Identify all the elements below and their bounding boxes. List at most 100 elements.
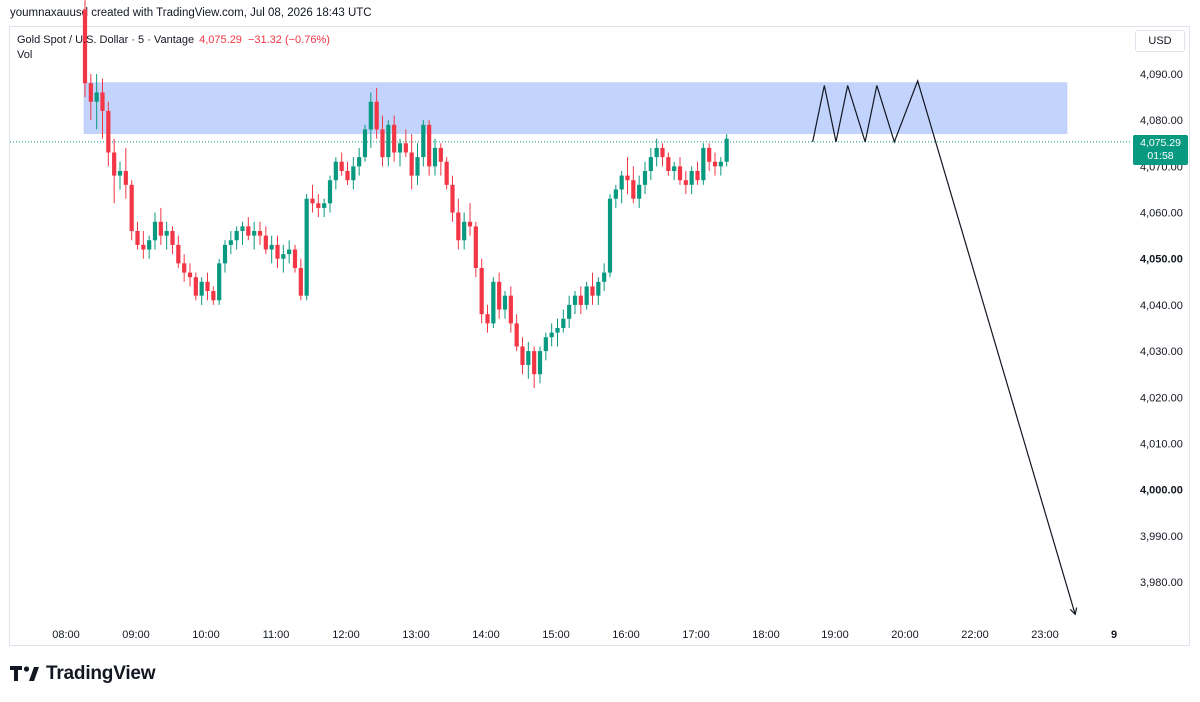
candle xyxy=(392,115,397,162)
candle-body xyxy=(176,244,181,264)
candle-body xyxy=(257,231,263,236)
candle xyxy=(158,207,163,245)
candle xyxy=(269,235,274,264)
candle-body xyxy=(304,198,309,296)
candle xyxy=(438,143,443,176)
candle-body xyxy=(339,161,344,171)
y-tick-label: 4,040.00 xyxy=(1140,300,1183,312)
x-tick-label: 08:00 xyxy=(52,629,80,641)
candle-body xyxy=(590,286,595,296)
candle-body xyxy=(217,263,222,301)
candle-body xyxy=(392,124,397,153)
candle xyxy=(549,323,554,347)
candle xyxy=(596,277,601,305)
candle xyxy=(625,157,630,195)
candle xyxy=(537,346,543,384)
candle-body xyxy=(112,152,117,176)
candle-body xyxy=(281,254,286,259)
candle xyxy=(654,138,659,167)
candle-body xyxy=(199,281,204,296)
candle-body xyxy=(555,328,560,333)
candle xyxy=(246,217,251,241)
x-tick-label: 18:00 xyxy=(752,629,780,641)
candle-body xyxy=(298,267,303,296)
candle xyxy=(164,221,169,250)
candle-body xyxy=(322,203,327,208)
candle xyxy=(497,272,502,319)
candle-body xyxy=(234,231,239,241)
x-tick-label: 13:00 xyxy=(402,629,430,641)
candle xyxy=(182,254,187,282)
candle-body xyxy=(292,249,298,268)
candle xyxy=(123,147,128,199)
candle-body xyxy=(537,351,543,375)
candle xyxy=(456,198,461,250)
candle xyxy=(147,235,152,259)
candle xyxy=(660,143,665,167)
candle-body xyxy=(205,281,210,292)
candle-body xyxy=(707,147,712,162)
resistance-zone xyxy=(83,82,1068,134)
candle-body xyxy=(269,244,274,250)
candle xyxy=(117,161,123,190)
candle xyxy=(362,124,368,162)
x-tick-label: 12:00 xyxy=(332,629,360,641)
candle-body xyxy=(182,263,187,273)
candle xyxy=(409,134,414,190)
candle-body xyxy=(164,231,169,236)
candle-body xyxy=(584,286,589,305)
drawing-layer xyxy=(812,79,1078,616)
candle-body xyxy=(170,231,175,245)
candle-body xyxy=(275,244,280,259)
candle xyxy=(485,304,490,333)
symbol-title[interactable]: Gold Spot / U.S. Dollar · 5 · Vantage xyxy=(17,34,195,46)
candle-body xyxy=(450,184,455,213)
candle-body xyxy=(147,240,152,250)
y-tick-label: 4,030.00 xyxy=(1140,346,1183,358)
candle-body xyxy=(724,138,729,162)
candle-body xyxy=(88,83,93,102)
candle-body xyxy=(666,157,671,171)
candle xyxy=(141,231,146,259)
candle-body xyxy=(567,304,572,319)
candle xyxy=(502,291,508,319)
candle-body xyxy=(526,351,531,365)
candle xyxy=(187,263,193,287)
candle-body xyxy=(642,170,648,185)
candle-body xyxy=(613,189,618,199)
legend-change: −31.32 (−0.76%) xyxy=(247,34,330,46)
candle-body xyxy=(263,235,268,250)
candle xyxy=(520,337,525,375)
candle xyxy=(712,152,718,176)
candle-body xyxy=(549,332,554,338)
projection-path xyxy=(812,79,1076,615)
candle-body xyxy=(432,147,438,167)
candle xyxy=(368,92,373,148)
candle xyxy=(427,120,432,176)
candle xyxy=(222,240,228,273)
candle xyxy=(543,332,548,361)
candle xyxy=(106,101,111,167)
candle-body xyxy=(386,124,391,158)
candle-body xyxy=(380,129,385,158)
currency-button[interactable]: USD xyxy=(1135,30,1185,52)
tradingview-branding[interactable]: TradingView xyxy=(10,663,156,685)
candle xyxy=(287,240,292,264)
candle xyxy=(479,258,484,324)
candle xyxy=(304,194,309,301)
candle xyxy=(374,87,379,139)
candle-body xyxy=(345,170,350,181)
candle xyxy=(252,221,257,250)
candle-body xyxy=(660,147,665,158)
candle-body xyxy=(596,281,601,296)
x-axis: 08:00 09:00 10:00 11:00 12:00 13:00 14:00 15:00… xyxy=(52,629,1117,641)
candle xyxy=(508,286,513,333)
candle xyxy=(467,203,473,236)
candle-body xyxy=(252,231,257,236)
candle xyxy=(199,277,204,305)
candle xyxy=(590,272,595,305)
candle-body xyxy=(141,244,146,250)
volume-indicator-label[interactable]: Vol xyxy=(17,49,33,61)
candle xyxy=(631,166,636,204)
